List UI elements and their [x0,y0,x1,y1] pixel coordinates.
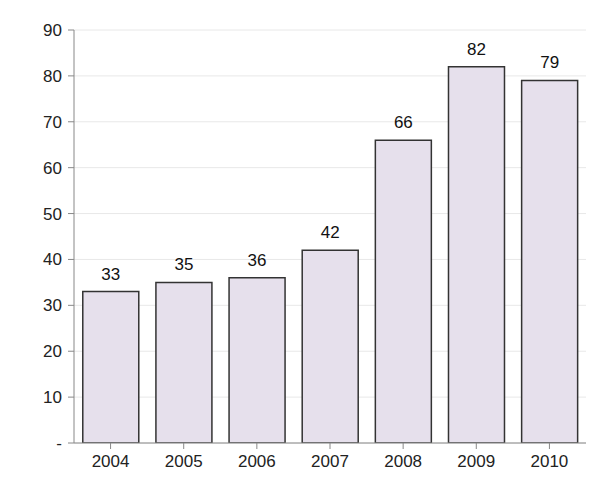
svg-text:50: 50 [43,205,62,224]
svg-text:60: 60 [43,159,62,178]
svg-text:90: 90 [43,21,62,40]
svg-text:30: 30 [43,296,62,315]
svg-text:70: 70 [43,113,62,132]
svg-text:36: 36 [248,251,267,270]
svg-text:80: 80 [43,67,62,86]
svg-text:40: 40 [43,250,62,269]
svg-text:66: 66 [394,113,413,132]
svg-text:2007: 2007 [311,452,349,471]
svg-text:2010: 2010 [531,452,569,471]
svg-text:2006: 2006 [238,452,276,471]
svg-text:2009: 2009 [457,452,495,471]
svg-text:82: 82 [467,40,486,59]
svg-text:2004: 2004 [92,452,130,471]
svg-text:20: 20 [43,342,62,361]
svg-text:42: 42 [321,223,340,242]
svg-text:2008: 2008 [384,452,422,471]
svg-text:10: 10 [43,388,62,407]
svg-text:-: - [56,434,62,453]
svg-text:35: 35 [174,255,193,274]
svg-text:2005: 2005 [165,452,203,471]
svg-text:33: 33 [101,265,120,284]
svg-text:79: 79 [540,53,559,72]
